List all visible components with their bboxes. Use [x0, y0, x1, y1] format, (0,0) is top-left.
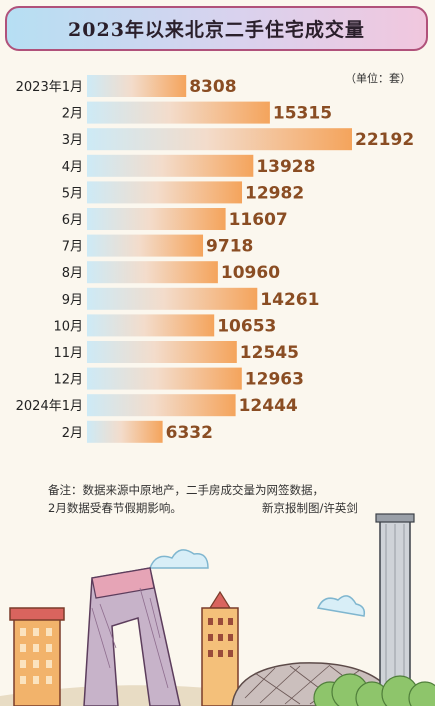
- category-label: 8月: [62, 266, 83, 281]
- category-label: 2024年1月: [16, 399, 83, 414]
- value-label: 6332: [166, 423, 213, 443]
- chart-title: 2023年以来北京二手住宅成交量: [68, 19, 365, 41]
- loop-tower: [83, 567, 181, 706]
- value-label: 9718: [206, 237, 253, 257]
- value-label: 12444: [239, 396, 298, 416]
- value-label: 10653: [217, 316, 276, 336]
- category-label: 6月: [62, 213, 83, 228]
- category-label: 11月: [53, 346, 83, 361]
- value-label: 15315: [273, 104, 332, 124]
- category-label: 2023年1月: [16, 80, 83, 95]
- note-line-2: 2月数据受春节假期影响。: [48, 501, 182, 515]
- bar: [87, 154, 254, 177]
- cloud-right: [316, 595, 366, 617]
- bar: [87, 101, 270, 124]
- category-label: 12月: [53, 373, 83, 388]
- bar: [87, 181, 243, 204]
- category-label: 3月: [62, 133, 83, 148]
- bar: [87, 261, 218, 284]
- bar: [87, 420, 163, 443]
- bar: [87, 314, 215, 337]
- skyscraper: [375, 513, 415, 706]
- bar: [87, 394, 236, 417]
- value-label: 11607: [229, 210, 288, 230]
- bar: [87, 341, 237, 363]
- category-label: 10月: [53, 319, 83, 334]
- value-label: 12963: [245, 370, 304, 390]
- left-tower: [9, 607, 65, 706]
- category-label: 4月: [62, 160, 83, 175]
- title-banner: 2023年以来北京二手住宅成交量: [5, 6, 428, 51]
- bar: [87, 128, 352, 151]
- bar: [87, 75, 187, 97]
- value-label: 8308: [189, 77, 236, 97]
- value-label: 22192: [355, 130, 414, 150]
- value-label: 12545: [240, 343, 299, 363]
- bar: [87, 208, 226, 230]
- bar: [87, 234, 204, 257]
- bushes: [313, 673, 435, 706]
- credit-line: 新京报制图/许英剑: [262, 501, 358, 515]
- note-line-1: 备注：数据来源中原地产，二手房成交量为网签数据，: [48, 483, 324, 497]
- value-label: 14261: [260, 290, 319, 310]
- value-label: 13928: [256, 157, 315, 177]
- value-label: 12982: [245, 183, 304, 203]
- bar: [87, 367, 242, 390]
- cloud-left: [148, 549, 209, 569]
- roof-tower: [201, 590, 239, 706]
- value-label: 10960: [221, 263, 280, 283]
- category-label: 7月: [62, 240, 83, 255]
- category-label: 9月: [62, 293, 83, 308]
- category-label: 2月: [62, 426, 83, 441]
- bar: [87, 287, 258, 310]
- skyline-illustration: [0, 513, 435, 706]
- category-label: 2月: [62, 107, 83, 122]
- category-label: 5月: [62, 186, 83, 201]
- bar-chart: 2023年1月 8308 2月 15315 3月 22192 4月 13928 5月 12982 6…: [16, 75, 414, 443]
- unit-label: （单位：套）: [345, 72, 411, 85]
